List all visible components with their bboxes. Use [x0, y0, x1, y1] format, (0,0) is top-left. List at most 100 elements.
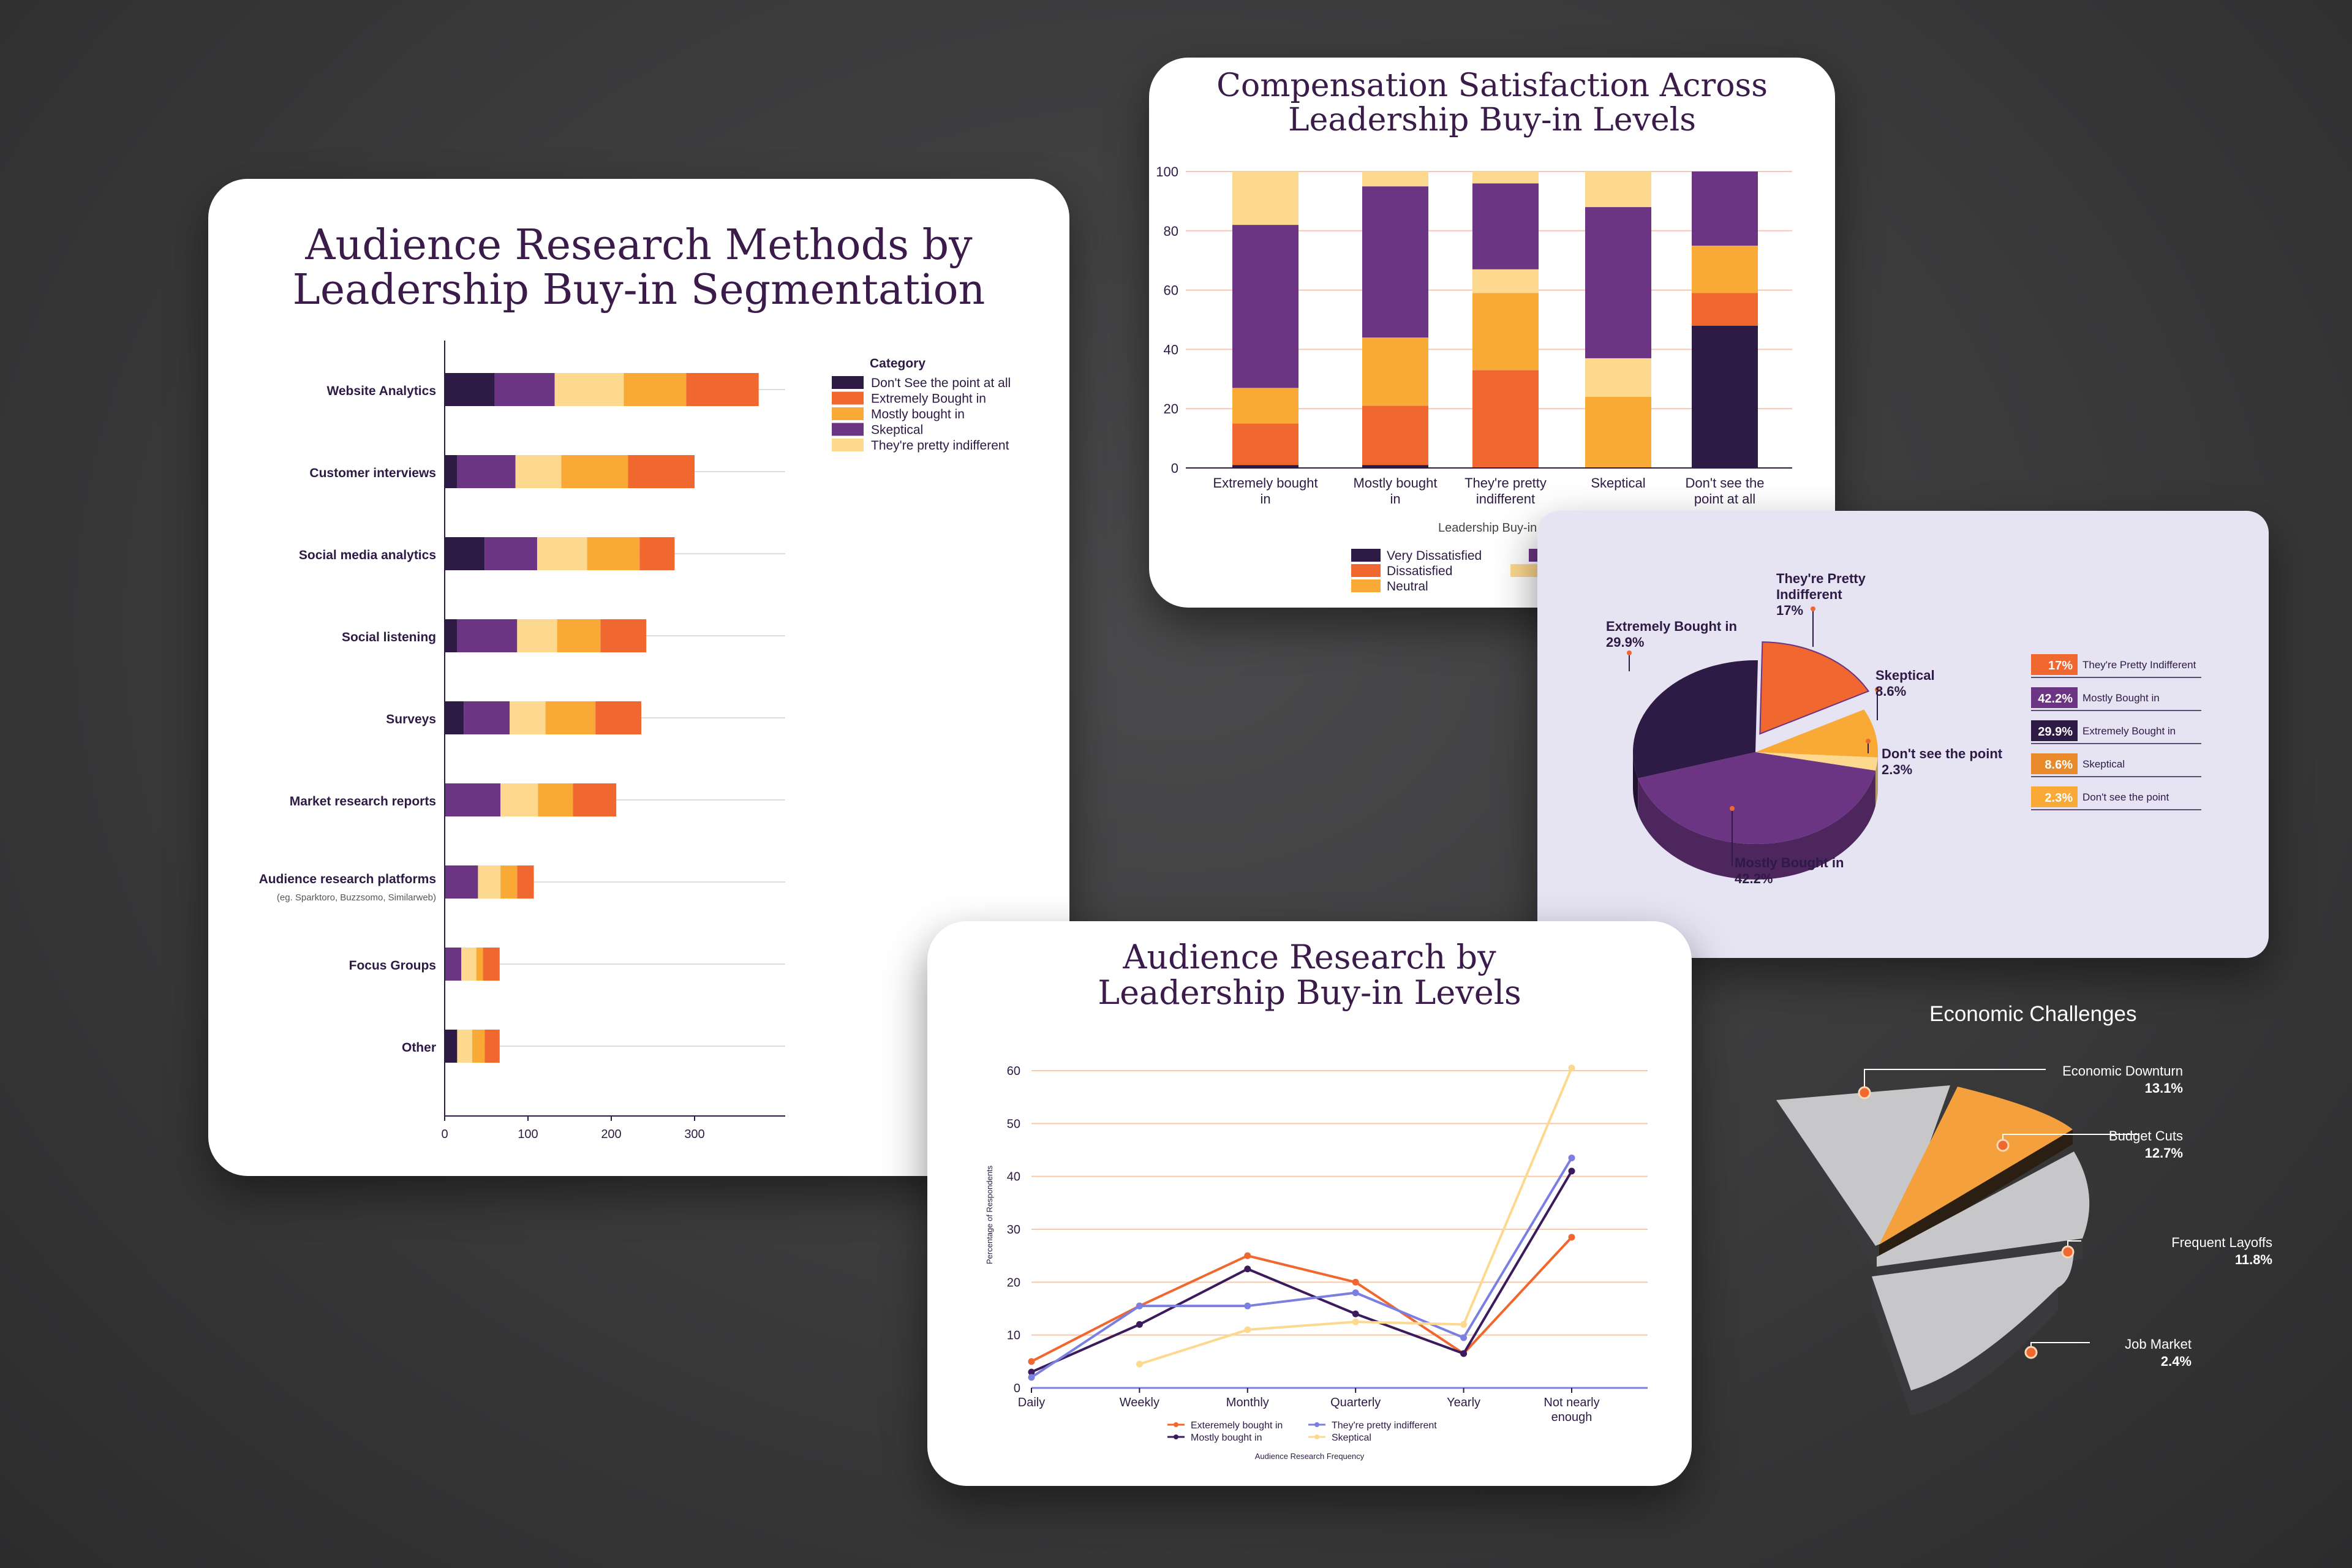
callout-dot — [1811, 606, 1815, 611]
callout-label: They're Pretty — [1776, 571, 1866, 586]
bar-skeptical — [494, 373, 555, 406]
y-tick-label: 0 — [1014, 1382, 1020, 1395]
legend-label: Don't see the point — [2082, 791, 2169, 803]
legend-label: Very Dissatisfied — [1387, 549, 1482, 563]
wedge-budget-cuts — [1879, 1087, 2073, 1245]
series-point-they-re-pretty-indifferent — [1244, 1302, 1251, 1310]
legend-badge — [2031, 786, 2078, 807]
callout-label: Skeptical — [1875, 668, 1935, 683]
economic-chart-title: Economic Challenges — [1929, 1002, 2137, 1026]
wedge-frequent-layoffs — [1877, 1152, 2090, 1267]
x-tick-label: Monthly — [1226, 1396, 1269, 1409]
bar-segment — [1692, 172, 1758, 246]
bar-skeptical — [484, 537, 537, 570]
x-tick-label: Not nearly — [1544, 1396, 1599, 1409]
callout-dot — [1627, 650, 1632, 655]
legend-swatch — [1351, 549, 1381, 562]
callout-label: Don't see the point — [1882, 746, 2003, 761]
category-label: Social listening — [342, 630, 436, 644]
legend-dot — [1314, 1434, 1319, 1439]
legend-label: Extremely Bought in — [2082, 725, 2176, 737]
x-tick-label: Skeptical — [1591, 475, 1645, 491]
y-tick-label: 30 — [1007, 1223, 1020, 1237]
bar-they-re-pretty-indifferent — [510, 701, 546, 734]
bar-they-re-pretty-indifferent — [554, 373, 624, 406]
legend-badge — [2031, 654, 2078, 675]
bar-don-t-see-the-point-at-all — [445, 1030, 458, 1063]
category-note: (eg. Sparktoro, Buzzsomo, Similarweb) — [277, 892, 436, 903]
bar-segment — [1362, 465, 1428, 468]
bar-segment — [1692, 325, 1758, 468]
callout-dot — [1730, 806, 1735, 811]
y-tick-label: 0 — [1171, 461, 1178, 476]
callout-label: Budget Cuts — [2109, 1128, 2183, 1144]
series-point-mostly-bought-in — [1460, 1350, 1468, 1357]
legend-pct: 42.2% — [2038, 692, 2073, 706]
series-point-mostly-bought-in — [1568, 1167, 1575, 1175]
bar-segment — [1362, 186, 1428, 338]
legend-badge — [2031, 753, 2078, 774]
y-tick-label: 10 — [1007, 1329, 1020, 1343]
category-label: Market research reports — [290, 794, 436, 809]
wedge-job-market — [1872, 1250, 2074, 1390]
series-point-mostly-bought-in — [1136, 1321, 1143, 1328]
x-tick-label: Weekly — [1120, 1396, 1159, 1409]
legend-badge — [2031, 687, 2078, 708]
bar-segment — [1585, 396, 1651, 468]
legend-pct: 8.6% — [2045, 758, 2073, 772]
y-tick-label: 20 — [1164, 401, 1178, 417]
callout-leader — [1864, 1069, 2046, 1093]
series-point-mostly-bought-in — [1028, 1368, 1035, 1376]
frequency-chart-title: Audience Research by Leadership Buy-in L… — [1098, 938, 1521, 1012]
compensation-chart-title: Compensation Satisfaction Across Leaders… — [1216, 67, 1768, 139]
y-tick-label: 20 — [1007, 1276, 1020, 1289]
series-point-they-re-pretty-indifferent — [1352, 1289, 1359, 1297]
bar-don-t-see-the-point-at-all — [445, 701, 464, 734]
bar-extremely-bought-in — [600, 619, 647, 652]
bar-segment — [1362, 172, 1428, 187]
x-tick-label: in — [1390, 491, 1400, 507]
legend-label: Skeptical — [871, 423, 923, 437]
bar-they-re-pretty-indifferent — [478, 865, 501, 899]
bar-segment — [1692, 293, 1758, 326]
legend-swatch — [1351, 564, 1381, 577]
series-line-they-re-pretty-indifferent — [1030, 1157, 1573, 1379]
legend-label: They're Pretty Indifferent — [2082, 659, 2196, 671]
y-tick-label: 50 — [1007, 1117, 1020, 1131]
bar-they-re-pretty-indifferent — [517, 619, 557, 652]
bar-extremely-bought-in — [484, 1030, 500, 1063]
callout-pct: 11.8% — [2235, 1252, 2272, 1267]
bar-extremely-bought-in — [628, 455, 695, 488]
series-point-skeptical — [1244, 1326, 1251, 1333]
legend-label: Extremely Bought in — [871, 392, 986, 406]
legend-swatch — [832, 376, 864, 389]
legend-pct: 2.3% — [2045, 791, 2073, 805]
series-line-exteremely-bought-in — [1031, 1236, 1573, 1363]
callout-dot — [1875, 687, 1880, 692]
bar-skeptical — [445, 948, 462, 981]
series-point-mostly-bought-in — [1244, 1265, 1251, 1273]
series-point-exteremely-bought-in — [1568, 1234, 1575, 1241]
legend-pct: 29.9% — [2038, 725, 2073, 739]
callout-label: Frequent Layoffs — [2171, 1235, 2272, 1250]
methods-chart-card: Audience Research Methods by Leadership … — [208, 179, 1069, 1176]
bar-mostly-bought-in — [538, 783, 573, 816]
x-tick-label: indifferent — [1476, 491, 1535, 507]
legend-label: Skeptical — [2082, 758, 2125, 770]
bar-extremely-bought-in — [639, 537, 675, 570]
series-point-skeptical — [1568, 1065, 1575, 1072]
bar-skeptical — [445, 865, 478, 899]
series-point-they-re-pretty-indifferent — [1136, 1302, 1143, 1310]
slice-don-t-see-the-point — [1755, 752, 1878, 771]
legend-label: Exteremely bought in — [1191, 1420, 1283, 1431]
callout-pct: 17% — [1776, 603, 1803, 618]
callout-label: Mostly Bought in — [1735, 855, 1844, 870]
bar-don-t-see-the-point-at-all — [445, 373, 495, 406]
slice-they-re-pretty-indifferent — [1759, 641, 1870, 735]
x-tick-label: Quarterly — [1330, 1396, 1381, 1409]
callout-pct: 8.6% — [1875, 684, 1906, 699]
callout-label: Economic Downturn — [2062, 1063, 2183, 1079]
series-point-exteremely-bought-in — [1028, 1358, 1035, 1365]
